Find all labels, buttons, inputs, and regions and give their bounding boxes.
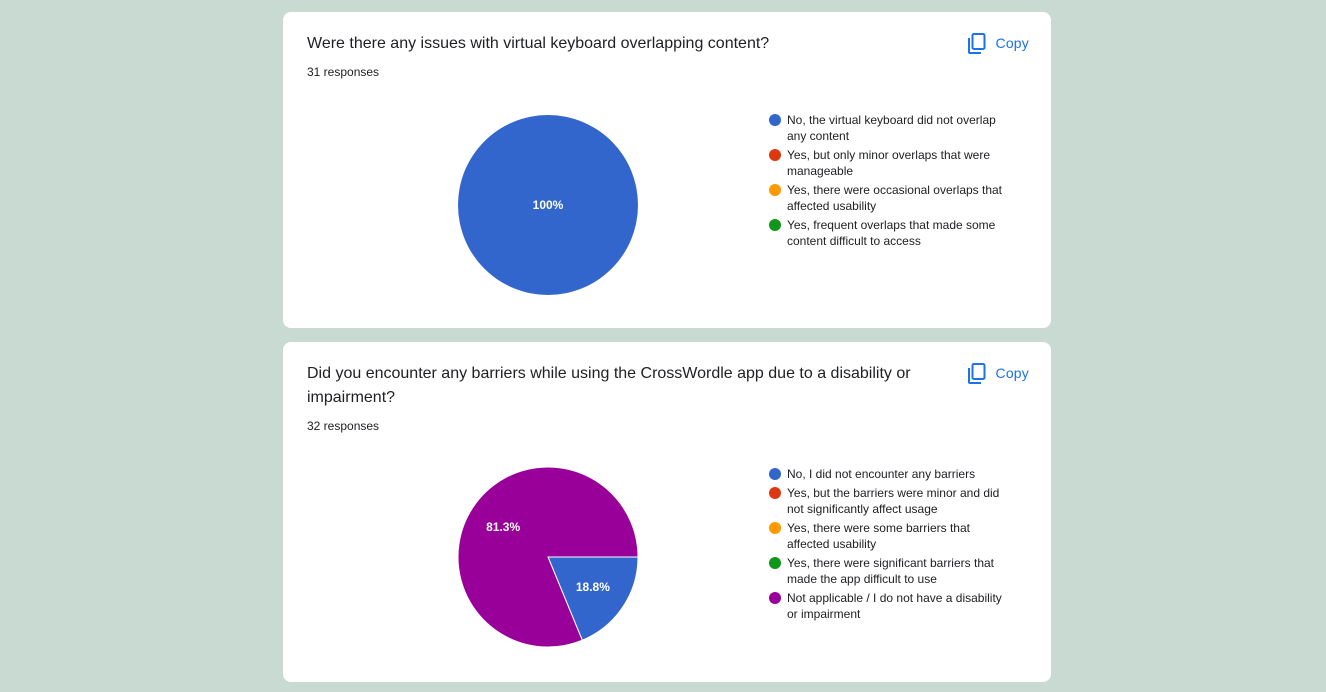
legend-swatch xyxy=(769,592,781,604)
legend-item: Yes, there were significant barriers tha… xyxy=(769,555,1009,587)
slice-label-0: 100% xyxy=(533,198,564,212)
legend-item: Yes, frequent overlaps that made some co… xyxy=(769,217,1009,249)
legend-item: No, I did not encounter any barriers xyxy=(769,466,1009,482)
pie-chart: 18.8% 81.3% xyxy=(457,466,639,648)
legend-label: Not applicable / I do not have a disabil… xyxy=(787,591,1002,621)
chart-legend: No, the virtual keyboard did not overlap… xyxy=(769,112,1009,252)
legend-swatch xyxy=(769,522,781,534)
legend-item: Yes, there were occasional overlaps that… xyxy=(769,182,1009,214)
legend-item: Yes, but only minor overlaps that were m… xyxy=(769,147,1009,179)
pie-slice-0 xyxy=(458,115,638,295)
question-card-keyboard-overlap: Were there any issues with virtual keybo… xyxy=(283,12,1051,328)
legend-swatch xyxy=(769,468,781,480)
legend-label: Yes, but the barriers were minor and did… xyxy=(787,486,1000,516)
legend-label: Yes, there were occasional overlaps that… xyxy=(787,183,1003,213)
pie-chart: 100% xyxy=(458,115,638,295)
legend-label: Yes, but only minor overlaps that were m… xyxy=(787,148,990,178)
legend-swatch xyxy=(769,149,781,161)
slice-label-0: 18.8% xyxy=(576,580,610,594)
legend-swatch xyxy=(769,114,781,126)
legend-swatch xyxy=(769,557,781,569)
legend-label: Yes, there were some barriers that affec… xyxy=(787,521,970,551)
copy-chart-button[interactable]: Copy xyxy=(967,30,1029,56)
legend-item: Yes, there were some barriers that affec… xyxy=(769,520,1009,552)
response-count: 31 responses xyxy=(307,65,380,79)
chart-legend: No, I did not encounter any barriers Yes,… xyxy=(769,466,1009,625)
question-card-accessibility-barriers: Did you encounter any barriers while usi… xyxy=(283,342,1051,682)
question-title: Did you encounter any barriers while usi… xyxy=(307,365,911,406)
slice-label-4: 81.3% xyxy=(486,520,520,534)
pie-slice-4 xyxy=(457,466,639,648)
copy-icon xyxy=(967,362,986,384)
response-count: 32 responses xyxy=(307,419,380,433)
legend-item: Yes, but the barriers were minor and did… xyxy=(769,485,1009,517)
pie-slice-0 xyxy=(547,556,639,641)
copy-chart-button[interactable]: Copy xyxy=(967,360,1029,386)
legend-label: Yes, frequent overlaps that made some co… xyxy=(787,218,996,248)
legend-swatch xyxy=(769,487,781,499)
legend-item: Not applicable / I do not have a disabil… xyxy=(769,590,1009,622)
legend-item: No, the virtual keyboard did not overlap… xyxy=(769,112,1009,144)
copy-label: Copy xyxy=(995,365,1029,381)
legend-label: Yes, there were significant barriers tha… xyxy=(787,556,994,586)
legend-label: No, I did not encounter any barriers xyxy=(787,467,976,481)
legend-swatch xyxy=(769,219,781,231)
legend-swatch xyxy=(769,184,781,196)
copy-label: Copy xyxy=(995,35,1029,51)
copy-icon xyxy=(967,32,986,54)
question-title: Were there any issues with virtual keybo… xyxy=(307,35,770,52)
legend-label: No, the virtual keyboard did not overlap… xyxy=(787,113,996,143)
